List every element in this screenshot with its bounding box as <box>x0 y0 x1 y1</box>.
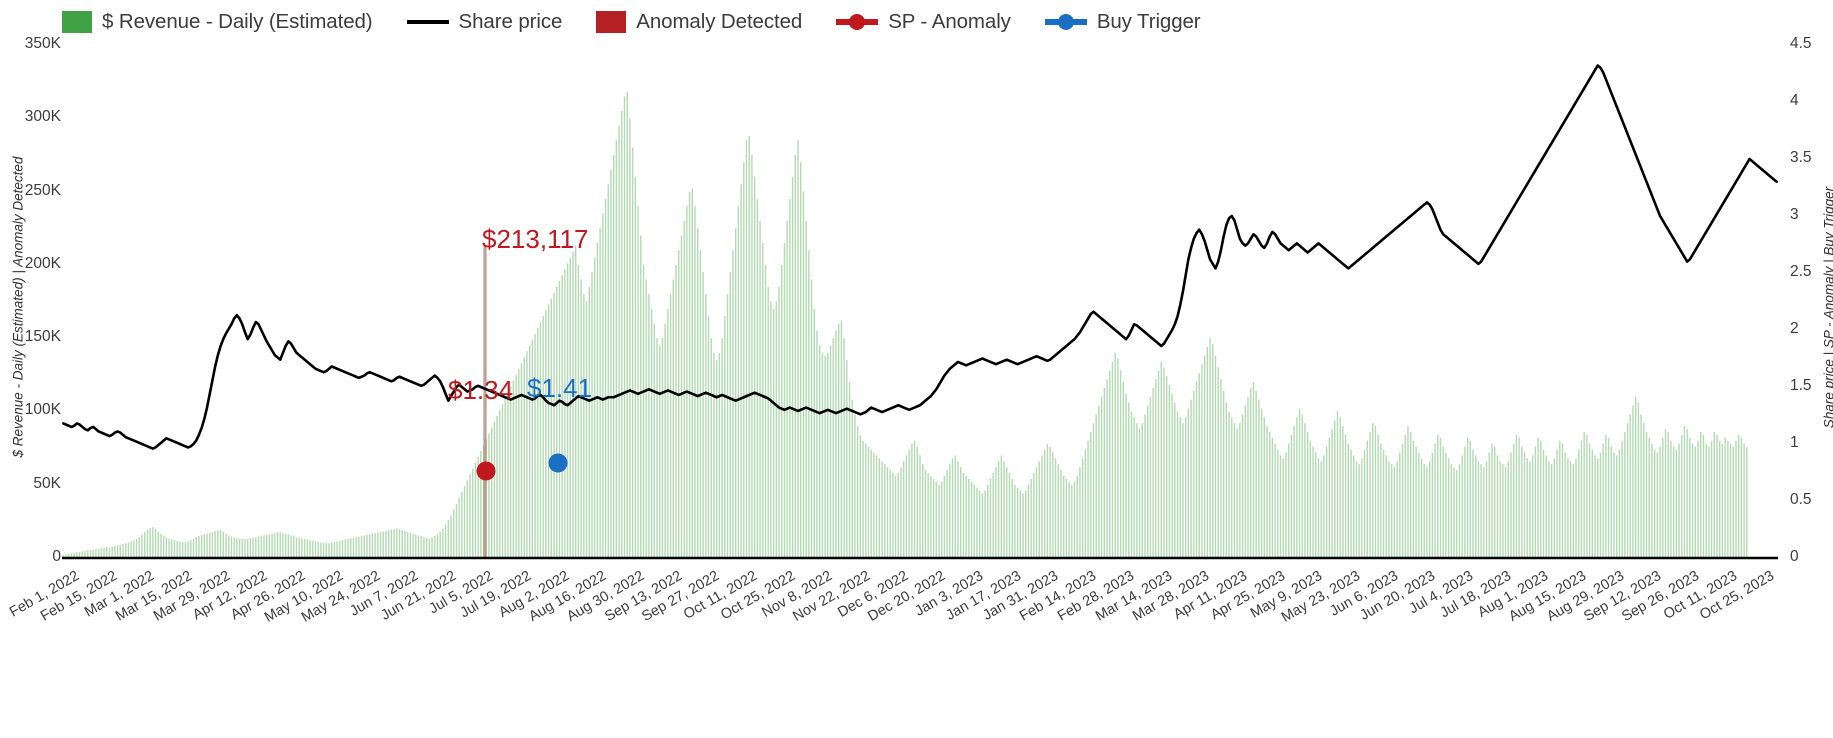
legend-swatch-icon <box>62 11 92 33</box>
y-tick-left-4: 200K <box>24 254 61 272</box>
legend-line-icon <box>406 11 449 33</box>
legend-marker-icon <box>836 11 879 33</box>
legend-label: Anomaly Detected <box>636 10 803 33</box>
legend-label: SP - Anomaly <box>888 10 1011 33</box>
legend-item-3[interactable]: SP - Anomaly <box>836 10 1011 34</box>
share-price-line <box>62 64 1778 450</box>
legend-swatch-icon <box>596 11 627 33</box>
y-tick-right-8: 4 <box>1790 92 1799 109</box>
y-tick-left-7: 350K <box>24 35 61 52</box>
y-tick-right-5: 2.5 <box>1790 263 1812 280</box>
y-tick-right-4: 2 <box>1790 320 1799 337</box>
y-tick-right-7: 3.5 <box>1790 149 1812 166</box>
y-tick-right-6: 3 <box>1790 206 1799 223</box>
y-tick-right-9: 4.5 <box>1790 35 1812 52</box>
legend-item-4[interactable]: Buy Trigger <box>1044 10 1201 34</box>
y-tick-left-6: 300K <box>24 108 61 126</box>
y-tick-left-2: 100K <box>24 401 61 419</box>
sp-anomaly-value: $1.34 <box>448 375 514 405</box>
legend-item-1[interactable]: Share price <box>406 10 563 34</box>
y-tick-right-3: 1.5 <box>1790 377 1812 394</box>
sp-anomaly-dot[interactable] <box>476 461 496 481</box>
anomaly-detected-bar <box>483 245 487 558</box>
y-tick-left-5: 250K <box>24 181 61 199</box>
chart-legend: $ Revenue - Daily (Estimated) Share price… <box>0 0 1833 44</box>
y-tick-right-2: 1 <box>1790 434 1799 451</box>
anomaly-value: $213,117 <box>482 224 589 254</box>
y-tick-right-1: 0.5 <box>1790 491 1812 508</box>
legend-label: Buy Trigger <box>1096 10 1201 33</box>
y-tick-right-0: 0 <box>1790 548 1799 565</box>
y-tick-left-0: 0 <box>52 548 61 565</box>
legend-item-2[interactable]: Anomaly Detected <box>596 10 802 34</box>
legend-label: Share price <box>458 10 563 33</box>
legend-marker-icon <box>1044 11 1087 33</box>
legend-label: $ Revenue - Daily (Estimated) <box>102 10 373 33</box>
revenue-bars <box>62 91 1748 559</box>
buy-trigger-value: $1.41 <box>527 373 593 403</box>
y-axis-right-title: Share price | SP - Anomaly | Buy Trigger <box>1821 186 1833 429</box>
y-tick-left-3: 150K <box>24 328 61 346</box>
y-axis-left-title: $ Revenue - Daily (Estimated) | Anomaly … <box>10 156 26 458</box>
buy-trigger-dot[interactable] <box>548 453 568 473</box>
legend-item-0[interactable]: $ Revenue - Daily (Estimated) <box>62 10 373 34</box>
y-tick-left-1: 50K <box>33 474 61 492</box>
